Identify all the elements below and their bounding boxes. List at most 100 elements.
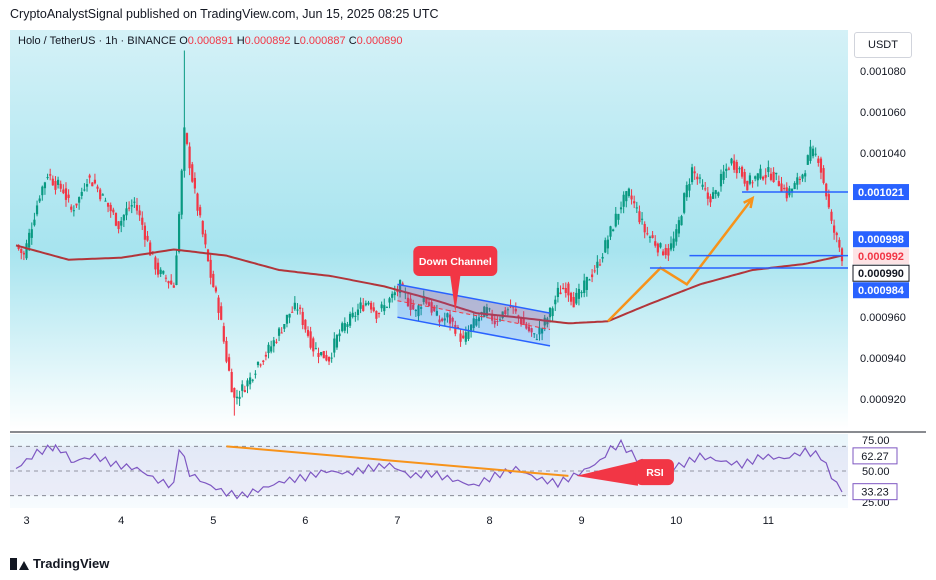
candle-body <box>241 384 244 391</box>
candle-body <box>220 306 223 320</box>
candle-body <box>380 304 383 309</box>
candle-body <box>464 332 467 342</box>
price-pane-background <box>10 30 848 430</box>
candle-body <box>96 186 99 189</box>
candle-body <box>743 172 746 184</box>
candle-body <box>830 211 833 221</box>
candle-body <box>359 302 362 309</box>
candle-body <box>811 148 815 157</box>
candle-body <box>28 232 31 248</box>
candle-body <box>254 373 257 375</box>
candle-body <box>504 310 507 315</box>
candle-body <box>683 193 686 213</box>
candle-body <box>291 311 294 313</box>
candle-body <box>441 318 444 321</box>
candle-body <box>149 242 152 256</box>
tradingview-brand[interactable]: TradingView <box>10 556 109 571</box>
candle-body <box>356 309 360 316</box>
candle-body <box>451 317 454 322</box>
candle-body <box>383 305 386 312</box>
candle-body <box>588 279 591 281</box>
candle-body <box>630 195 633 200</box>
candle-body <box>598 264 602 266</box>
candle-body <box>738 168 741 170</box>
candle-body <box>143 225 146 240</box>
price-axis-marker <box>853 231 909 248</box>
currency-button[interactable]: USDT <box>854 32 912 58</box>
candle-body <box>554 299 557 305</box>
candle-body <box>614 213 617 227</box>
candle-body <box>646 233 649 235</box>
candle-body <box>385 306 389 308</box>
candle-body <box>651 235 654 238</box>
candle-body <box>420 307 423 309</box>
candle-body <box>783 188 786 190</box>
candle-body <box>249 377 252 385</box>
candle-body <box>635 207 638 209</box>
candle-body <box>672 238 675 248</box>
candle-body <box>398 280 402 293</box>
candle-body <box>233 388 236 398</box>
candle-body <box>414 309 417 312</box>
candle-body <box>225 340 228 362</box>
candle-body <box>20 248 23 253</box>
time-axis-background <box>10 510 926 530</box>
candle-body <box>514 308 517 312</box>
price-chart[interactable]: 0.0009200.0009400.0009600.0009800.001000… <box>10 30 926 546</box>
candle-body <box>135 204 139 211</box>
candle-body <box>496 321 499 323</box>
candle-body <box>493 320 496 325</box>
candle-body <box>327 356 331 362</box>
candle-body <box>430 302 433 313</box>
candle-body <box>580 292 583 294</box>
candle-body <box>748 175 752 184</box>
candle-body <box>722 171 725 180</box>
candle-body <box>690 167 694 183</box>
candle-body <box>822 168 825 183</box>
candle-body <box>459 333 462 342</box>
candle-body <box>191 164 194 182</box>
candle-body <box>606 239 609 249</box>
down-channel-callout <box>413 246 498 276</box>
candle-body <box>330 357 333 359</box>
rsi-trendline <box>226 445 569 477</box>
candle-body <box>309 331 312 348</box>
candle-body <box>793 183 796 190</box>
candle-body <box>262 360 265 363</box>
candle-body <box>425 298 428 304</box>
candle-body <box>680 216 683 226</box>
candle-body <box>301 311 304 325</box>
candle-body <box>777 181 780 187</box>
candle-body <box>840 248 844 262</box>
time-axis-tick-label: 5 <box>210 515 216 527</box>
candle-body <box>733 160 736 170</box>
price-axis-marker-label: 0.001021 <box>858 187 904 199</box>
candle-body <box>577 288 581 299</box>
candle-body <box>246 380 249 387</box>
candle-body <box>640 218 644 220</box>
candle-body <box>322 351 325 359</box>
candle-body <box>483 306 486 318</box>
candle-body <box>196 193 199 211</box>
candle-body <box>438 319 441 323</box>
candle-body <box>343 323 346 331</box>
candle-body <box>393 292 396 296</box>
candle-body <box>706 192 709 199</box>
candle-body <box>388 298 391 303</box>
candle-body <box>698 177 702 179</box>
candle-body <box>370 302 373 310</box>
candle-body <box>701 184 704 187</box>
high-value: 0.000892 <box>244 35 291 47</box>
down-channel-upper-line <box>397 283 551 314</box>
candle-body <box>46 177 49 179</box>
candle-body <box>417 305 420 317</box>
candle-body <box>656 243 659 253</box>
candle-body <box>338 333 341 337</box>
price-axis-marker <box>853 282 909 299</box>
candle-body <box>709 196 712 203</box>
candle-body <box>477 317 481 322</box>
candle-body <box>485 307 488 317</box>
candle-body <box>335 334 339 348</box>
candle-body <box>38 198 41 202</box>
candle-body <box>754 176 757 179</box>
